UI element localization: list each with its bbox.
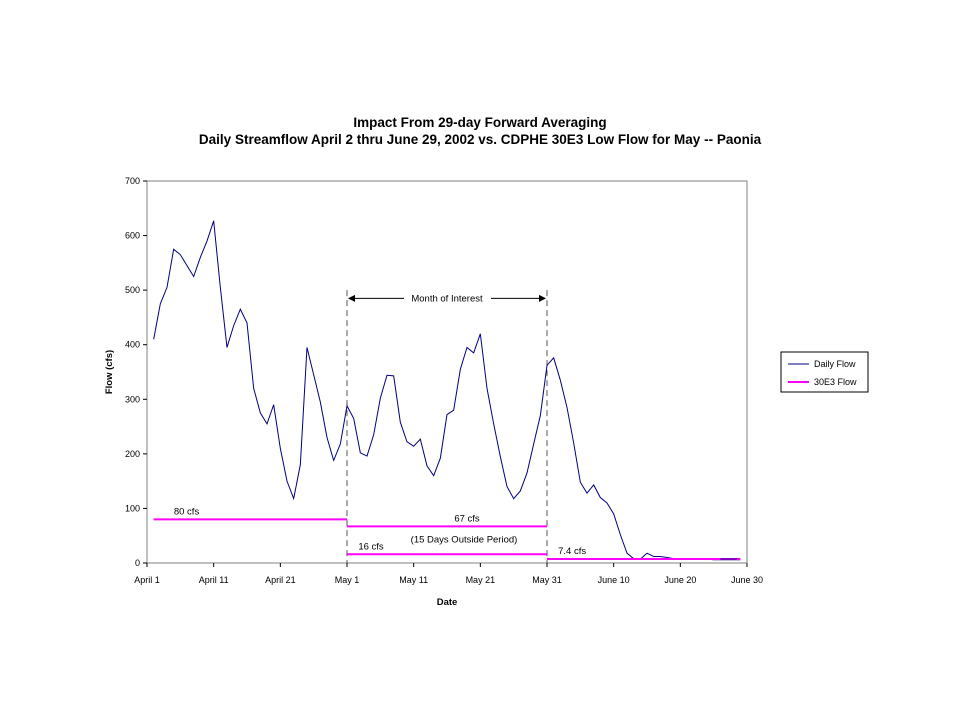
chart-subtitle: Daily Streamflow April 2 thru June 29, 2… — [198, 132, 762, 147]
y-tick-label: 500 — [125, 285, 140, 295]
y-tick-label: 100 — [125, 503, 140, 513]
30e3-flow-label: 67 cfs — [454, 513, 480, 524]
x-tick-label: April 21 — [265, 575, 296, 585]
y-axis: 0 100 200 300 400 500 600 700 — [125, 176, 147, 568]
daily-flow-line — [153, 220, 741, 561]
x-tick-label: June 20 — [664, 575, 696, 585]
month-arrow-left-head — [348, 294, 355, 302]
x-tick-label: May 31 — [532, 575, 562, 585]
x-tick-label: June 10 — [598, 575, 630, 585]
30e3-flow-label: 7.4 cfs — [558, 546, 586, 557]
x-tick-label: May 21 — [466, 575, 496, 585]
x-tick-label: May 11 — [399, 575, 428, 585]
outside-period-note: (15 Days Outside Period) — [411, 535, 518, 546]
month-arrow-right-head — [539, 294, 546, 302]
y-axis-label: Flow (cfs) — [104, 350, 115, 394]
x-tick-label: April 1 — [134, 575, 160, 585]
x-tick-label: June 30 — [731, 575, 763, 585]
x-axis: April 1 April 11 April 21 May 1 May 11 May 21… — [134, 563, 763, 585]
y-tick-label: 700 — [125, 176, 140, 186]
legend-label-daily-flow: Daily Flow — [814, 359, 856, 369]
series-layer: 80 cfs 67 cfs 16 cfs 7.4 cfs — [153, 220, 741, 561]
y-tick-label: 600 — [125, 231, 140, 241]
30e3-flow-label: 16 cfs — [358, 541, 384, 552]
legend: Daily Flow 30E3 Flow — [780, 351, 869, 393]
x-tick-label: April 11 — [199, 575, 229, 585]
month-of-interest-label: Month of Interest — [411, 293, 483, 304]
y-tick-label: 200 — [125, 449, 140, 459]
y-tick-label: 0 — [135, 558, 140, 568]
x-tick-label: May 1 — [335, 575, 360, 585]
y-tick-label: 300 — [125, 394, 140, 404]
plot-area — [146, 180, 748, 564]
legend-label-30e3-flow: 30E3 Flow — [814, 377, 857, 387]
x-axis-label: Date — [437, 597, 458, 608]
30e3-flow-label: 80 cfs — [174, 506, 200, 517]
annotation-layer: Month of Interest (15 Days Outside Period… — [346, 290, 548, 563]
legend-box — [780, 351, 869, 393]
chart-title: Impact From 29-day Forward Averaging — [353, 115, 607, 130]
y-tick-label: 400 — [125, 340, 140, 350]
